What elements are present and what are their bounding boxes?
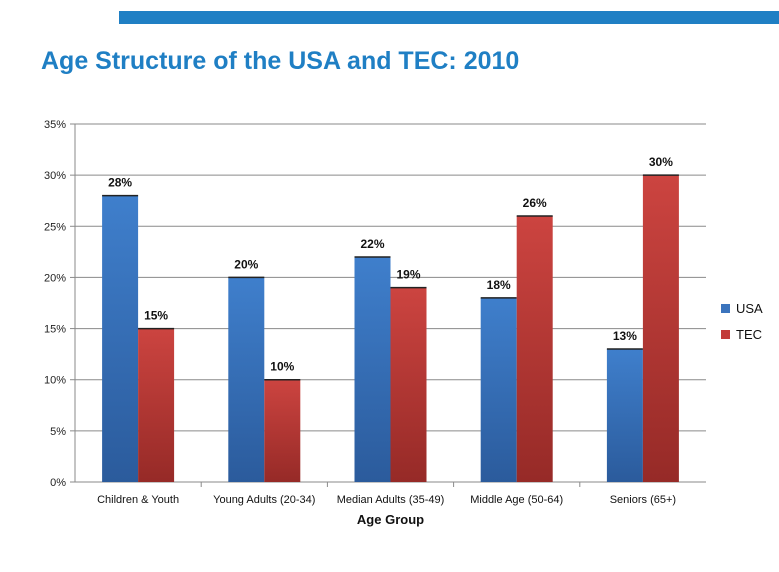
y-tick-label: 15%: [44, 324, 66, 336]
data-label-tec: 30%: [649, 155, 673, 169]
y-tick-label: 10%: [44, 375, 66, 387]
data-label-usa: 22%: [360, 237, 384, 251]
y-tick-label: 0%: [50, 477, 66, 489]
x-category-label: Children & Youth: [97, 494, 179, 506]
data-label-tec: 26%: [523, 196, 547, 210]
bar-usa: [102, 195, 139, 482]
data-label-usa: 20%: [234, 257, 258, 271]
x-category-label: Seniors (65+): [610, 494, 676, 506]
bar-tec: [138, 328, 175, 482]
bar-tec: [264, 379, 301, 482]
data-label-tec: 10%: [270, 360, 294, 374]
legend-swatch-usa: [721, 304, 730, 313]
slide-title: Age Structure of the USA and TEC: 2010: [41, 47, 520, 75]
y-tick-label: 25%: [44, 221, 66, 233]
legend: USA TEC: [721, 301, 763, 342]
y-tick-label: 20%: [44, 272, 66, 284]
labels: 0% 5% 10% 15% 20% 25% 30% 35% Children & Youth 28…: [44, 119, 676, 527]
bar-tec: [390, 287, 427, 482]
legend-label-usa: USA: [736, 301, 763, 316]
data-label-tec: 15%: [144, 309, 168, 323]
bars: [102, 174, 679, 483]
data-label-usa: 18%: [487, 278, 511, 292]
bar-tec: [642, 175, 679, 482]
bar-usa: [228, 277, 265, 482]
x-category-label: Middle Age (50-64): [470, 494, 563, 506]
bar-usa: [606, 349, 643, 482]
y-tick-label: 30%: [44, 170, 66, 182]
x-category-label: Young Adults (20-34): [213, 494, 315, 506]
bar-usa: [354, 256, 391, 482]
y-tick-label: 5%: [50, 426, 66, 438]
bar-tec: [516, 216, 553, 483]
data-label-usa: 13%: [613, 329, 637, 343]
bar-usa: [480, 297, 517, 482]
legend-label-tec: TEC: [736, 327, 762, 342]
y-tick-label: 35%: [44, 119, 66, 131]
x-category-label: Median Adults (35-49): [337, 494, 445, 506]
data-label-tec: 19%: [396, 268, 420, 282]
legend-swatch-tec: [721, 330, 730, 339]
data-label-usa: 28%: [108, 176, 132, 190]
x-axis-title: Age Group: [357, 512, 424, 527]
header-accent-bar: [119, 11, 779, 24]
